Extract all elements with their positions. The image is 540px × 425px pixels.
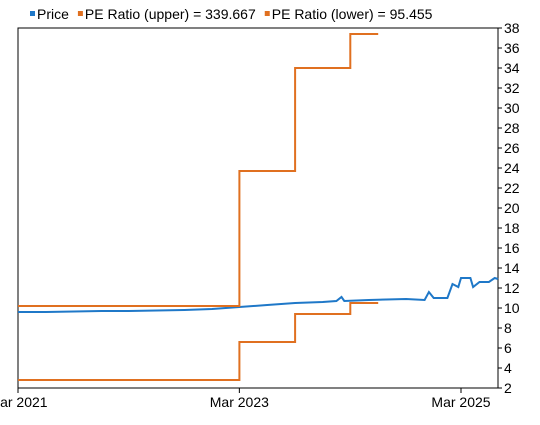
- x-axis: Mar 2021 Mar 2023 Mar 2025: [0, 388, 491, 410]
- y-tick-label: 28: [504, 120, 520, 136]
- y-tick-label: 38: [504, 20, 520, 36]
- y-tick-label: 30: [504, 100, 520, 116]
- plot-area: [17, 27, 499, 389]
- y-tick-label: 20: [504, 200, 520, 216]
- y-tick-label: 6: [504, 340, 512, 356]
- y-tick-label: 14: [504, 260, 520, 276]
- legend-label: PE Ratio (lower) = 95.455: [272, 6, 433, 22]
- legend-swatch: [30, 11, 35, 16]
- series-line-0: [18, 276, 499, 313]
- y-tick-label: 18: [504, 220, 520, 236]
- x-tick-label: Mar 2021: [0, 394, 48, 410]
- legend: Price PE Ratio (upper) = 339.667 PE Ratio …: [30, 6, 433, 22]
- y-tick-label: 4: [504, 360, 512, 376]
- legend-item: PE Ratio (upper) = 339.667: [77, 6, 256, 22]
- y-tick-label: 26: [504, 140, 520, 156]
- series-line-2: [18, 302, 379, 381]
- x-tick-label: Mar 2025: [431, 394, 490, 410]
- series-layer: [18, 33, 499, 381]
- legend-label: PE Ratio (upper) = 339.667: [85, 6, 256, 22]
- legend-item: Price: [30, 6, 69, 22]
- y-tick-label: 10: [504, 300, 520, 316]
- x-tick-label: Mar 2023: [210, 394, 269, 410]
- y-tick-label: 8: [504, 320, 512, 336]
- y-tick-label: 12: [504, 280, 520, 296]
- legend-swatch: [264, 11, 270, 16]
- y-tick-label: 16: [504, 240, 520, 256]
- y-tick-label: 34: [504, 60, 520, 76]
- y-tick-label: 32: [504, 80, 520, 96]
- y-tick-label: 22: [504, 180, 520, 196]
- y-tick-label: 36: [504, 40, 520, 56]
- series-line-1: [18, 33, 379, 307]
- y-tick-label: 2: [504, 380, 512, 396]
- legend-swatch: [77, 11, 83, 16]
- legend-item: PE Ratio (lower) = 95.455: [264, 6, 433, 22]
- y-tick-label: 24: [504, 160, 520, 176]
- legend-label: Price: [37, 6, 69, 22]
